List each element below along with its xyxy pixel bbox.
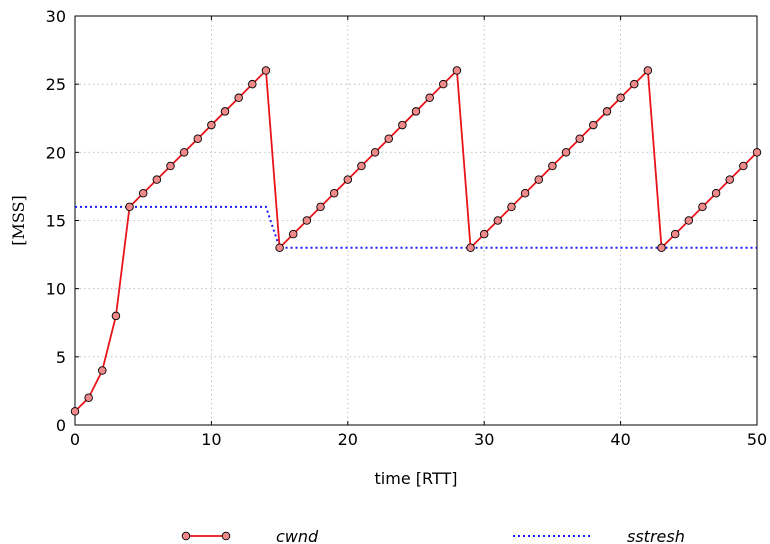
cwnd-point	[602, 107, 612, 116]
cwnd-point	[398, 120, 407, 130]
y-axis-label: [MSS]	[9, 195, 28, 246]
cwnd-point	[657, 243, 666, 253]
series-sstresh-line	[75, 205, 757, 249]
cwnd-point	[316, 202, 325, 212]
x-tick-label: 30	[474, 430, 494, 449]
cwnd-point	[98, 366, 107, 375]
x-tick-label: 10	[201, 430, 221, 449]
series-cwnd-line	[74, 69, 758, 413]
cwnd-point	[166, 161, 175, 171]
y-tick-label: 25	[46, 75, 66, 94]
cwnd-point	[452, 66, 462, 75]
cwnd-point	[684, 216, 694, 225]
cwnd-point	[179, 148, 189, 157]
y-tick-label: 15	[46, 212, 66, 231]
cwnd-point	[343, 175, 353, 184]
cwnd-point	[711, 188, 721, 198]
x-tick-label: 0	[70, 430, 80, 449]
cwnd-point	[384, 134, 393, 143]
legend-cwnd-label: cwnd	[276, 527, 319, 544]
cwnd-point	[152, 175, 162, 184]
cwnd-point	[670, 229, 680, 239]
series-layer	[70, 66, 762, 416]
cwnd-point	[370, 148, 380, 157]
cwnd-point	[561, 148, 571, 157]
cwnd-point	[288, 229, 298, 239]
cwnd-point	[84, 393, 93, 402]
y-tick-label: 30	[46, 7, 66, 26]
plot-frame	[74, 15, 758, 426]
legend-cwnd-marker-right	[221, 531, 231, 541]
cwnd-point	[643, 66, 653, 75]
cwnd-point	[698, 202, 707, 212]
cwnd-point	[575, 134, 584, 143]
cwnd-point	[439, 79, 448, 89]
y-tick-label: 0	[56, 416, 66, 435]
cwnd-point	[70, 407, 80, 416]
cwnd-point	[261, 66, 271, 75]
cwnd-point	[138, 188, 148, 198]
cwnd-point	[739, 161, 748, 171]
y-tick-label: 20	[46, 143, 66, 162]
cwnd-point	[248, 79, 257, 89]
cwnd-point	[725, 175, 734, 184]
legend: cwnd sstresh	[181, 527, 685, 544]
cwnd-point	[548, 161, 557, 171]
cwnd-point	[479, 229, 489, 239]
cwnd-point	[589, 120, 598, 130]
grid	[75, 16, 757, 425]
y-tick-label: 10	[46, 280, 66, 299]
cwnd-point	[411, 107, 421, 116]
cwnd-point	[425, 93, 434, 103]
cwnd-point	[752, 148, 762, 157]
y-tick-label: 5	[56, 348, 66, 367]
cwnd-point	[125, 202, 134, 212]
cwnd-point	[275, 243, 284, 253]
legend-cwnd-marker-left	[181, 531, 191, 541]
cwnd-point	[507, 202, 516, 212]
cwnd-point	[493, 216, 503, 225]
cwnd-point	[520, 188, 530, 198]
x-tick-label: 40	[610, 430, 630, 449]
cwnd-point	[616, 93, 625, 103]
axis-ticks: 0 10 20 30 40 50 0 5 10 15 20 25 30	[46, 7, 768, 449]
cwnd-point	[193, 134, 203, 143]
cwnd-point	[629, 79, 639, 89]
cwnd-point	[207, 120, 216, 130]
cwnd-point	[534, 175, 544, 184]
cwnd-point	[220, 107, 230, 116]
x-axis-label: time [RTT]	[375, 469, 458, 488]
cwnd-point	[466, 243, 475, 253]
legend-sstresh-label: sstresh	[627, 527, 685, 544]
legend-entry-sstresh: sstresh	[513, 527, 685, 544]
cwnd-point	[357, 161, 366, 171]
cwnd-point	[329, 188, 339, 198]
cwnd-point	[302, 216, 312, 225]
legend-entry-cwnd: cwnd	[181, 527, 319, 544]
x-tick-label: 20	[338, 430, 358, 449]
cwnd-point	[234, 93, 243, 103]
x-tick-label: 50	[747, 430, 767, 449]
cwnd-point	[111, 311, 121, 321]
